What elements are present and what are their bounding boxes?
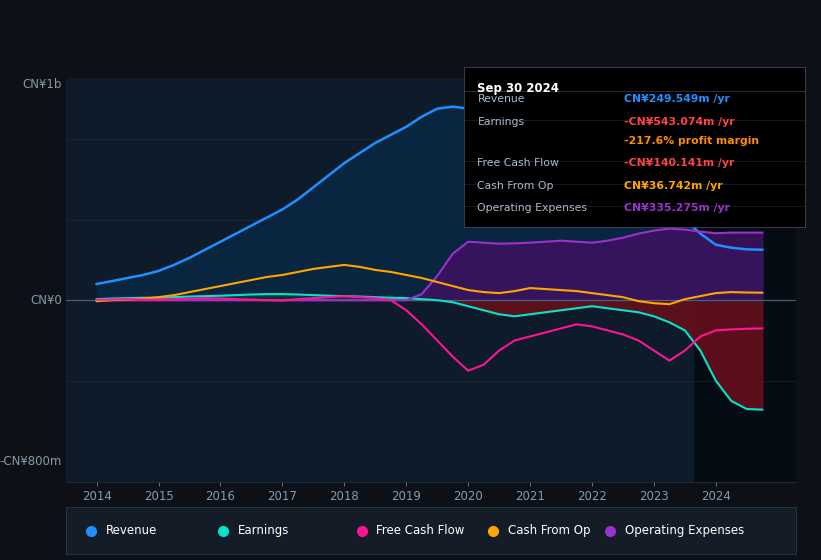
Text: CN¥249.549m /yr: CN¥249.549m /yr [624,94,730,104]
Text: Earnings: Earnings [478,116,525,127]
Text: CN¥1b: CN¥1b [23,78,62,91]
Bar [695,78,809,482]
Text: Sep 30 2024: Sep 30 2024 [478,82,559,95]
Text: CN¥335.275m /yr: CN¥335.275m /yr [624,203,730,213]
Text: -CN¥543.074m /yr: -CN¥543.074m /yr [624,116,735,127]
Text: Operating Expenses: Operating Expenses [478,203,588,213]
Text: Earnings: Earnings [237,524,289,537]
Text: Revenue: Revenue [106,524,158,537]
Text: Free Cash Flow: Free Cash Flow [478,158,559,168]
Text: -217.6% profit margin: -217.6% profit margin [624,136,759,146]
Text: Revenue: Revenue [478,94,525,104]
Text: CN¥36.742m /yr: CN¥36.742m /yr [624,180,722,190]
Text: Free Cash Flow: Free Cash Flow [376,524,465,537]
Text: Cash From Op: Cash From Op [478,180,554,190]
Text: Cash From Op: Cash From Op [507,524,590,537]
Text: -CN¥140.141m /yr: -CN¥140.141m /yr [624,158,734,168]
Text: Operating Expenses: Operating Expenses [625,524,744,537]
Text: -CN¥800m: -CN¥800m [0,455,62,468]
Text: CN¥0: CN¥0 [30,293,62,307]
